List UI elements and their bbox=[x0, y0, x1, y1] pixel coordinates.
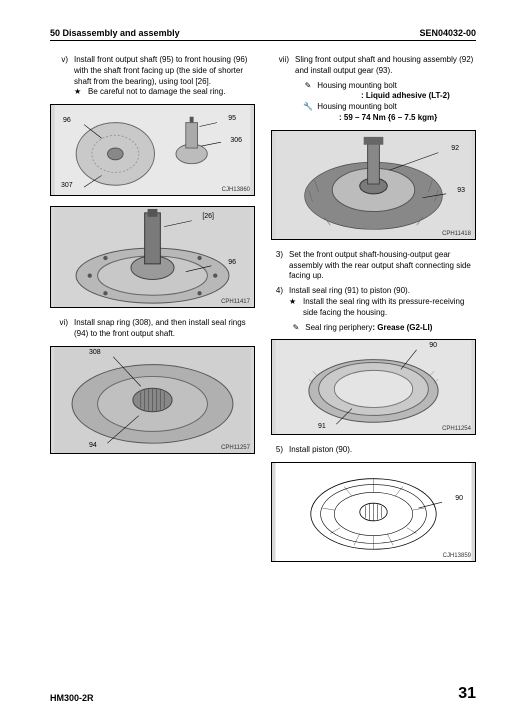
step-4: 4) Install seal ring (91) to piston (90)… bbox=[271, 286, 476, 318]
callout-306: 306 bbox=[230, 137, 242, 144]
spec-grease: ✎ Seal ring periphery: Grease (G2-LI) bbox=[289, 323, 476, 334]
callout-26: [26] bbox=[202, 213, 214, 220]
callout-91: 91 bbox=[318, 423, 326, 430]
step-text: Install snap ring (308), and then instal… bbox=[74, 318, 255, 340]
content-columns: v) Install front output shaft (95) to fr… bbox=[50, 55, 476, 572]
callout-96: 96 bbox=[63, 117, 71, 124]
spec-label: Housing mounting bolt bbox=[317, 102, 397, 111]
figure-code: CJH13860 bbox=[222, 187, 250, 193]
callout-96: 96 bbox=[228, 259, 236, 266]
step-vi: vi) Install snap ring (308), and then in… bbox=[50, 318, 255, 340]
callout-92: 92 bbox=[451, 145, 459, 152]
figure-2: [26] 96 CPH11417 bbox=[50, 206, 255, 308]
step-vii: vii) Sling front output shaft and housin… bbox=[271, 55, 476, 77]
step-bullet: ★ Be careful not to damage the seal ring… bbox=[74, 87, 255, 98]
figure-1: 96 95 306 307 CJH13860 bbox=[50, 104, 255, 196]
doc-number: SEN04032-00 bbox=[419, 28, 476, 38]
figure-6: 90 CJH13859 bbox=[271, 462, 476, 562]
figure-2-svg bbox=[51, 207, 254, 307]
step-number: vi) bbox=[50, 318, 68, 340]
figure-code: CPH11418 bbox=[442, 231, 471, 237]
spec-value: : Liquid adhesive (LT-2) bbox=[361, 91, 450, 100]
figure-code: CPH11257 bbox=[221, 445, 250, 451]
figure-4-svg bbox=[272, 131, 475, 239]
step-text: Install front output shaft (95) to front… bbox=[74, 55, 247, 86]
spec-torque: 🔧 Housing mounting bolt : 59 – 74 Nm {6 … bbox=[301, 102, 476, 124]
figure-1-svg bbox=[51, 105, 254, 195]
step-body: Install seal ring (91) to piston (90). ★… bbox=[289, 286, 476, 318]
page-header: 50 Disassembly and assembly SEN04032-00 bbox=[50, 28, 476, 41]
figure-6-svg bbox=[272, 463, 475, 561]
step-text: Install piston (90). bbox=[289, 445, 476, 456]
step-5: 5) Install piston (90). bbox=[271, 445, 476, 456]
step-number: v) bbox=[50, 55, 68, 98]
right-column: vii) Sling front output shaft and housin… bbox=[271, 55, 476, 572]
section-title: 50 Disassembly and assembly bbox=[50, 28, 180, 38]
step-number: 5) bbox=[271, 445, 283, 456]
star-icon: ★ bbox=[74, 87, 84, 98]
step-3: 3) Set the front output shaft-housing-ou… bbox=[271, 250, 476, 282]
star-icon: ★ bbox=[289, 297, 299, 319]
figure-code: CPH11254 bbox=[442, 426, 471, 432]
adhesive-icon: ✎ bbox=[301, 81, 315, 92]
step-number: 3) bbox=[271, 250, 283, 282]
figure-5-svg bbox=[272, 340, 475, 434]
step-v: v) Install front output shaft (95) to fr… bbox=[50, 55, 255, 98]
spec-value: : Grease (G2-LI) bbox=[372, 323, 432, 332]
spec-label: Housing mounting bolt bbox=[317, 81, 397, 90]
callout-90: 90 bbox=[429, 342, 437, 349]
callout-95: 95 bbox=[228, 115, 236, 122]
bullet-text: Install the seal ring with its pressure-… bbox=[303, 297, 476, 319]
page-number: 31 bbox=[458, 685, 476, 703]
step-text: Sling front output shaft and housing ass… bbox=[295, 55, 476, 77]
step-text: Set the front output shaft-housing-outpu… bbox=[289, 250, 476, 282]
figure-3-svg bbox=[51, 347, 254, 453]
model-number: HM300-2R bbox=[50, 693, 94, 703]
callout-94: 94 bbox=[89, 442, 97, 449]
spec-adhesive: ✎ Housing mounting bolt : Liquid adhesiv… bbox=[301, 81, 476, 103]
torque-icon: 🔧 bbox=[301, 102, 315, 113]
callout-307: 307 bbox=[61, 182, 73, 189]
callout-90: 90 bbox=[455, 495, 463, 502]
spec-label: Seal ring periphery bbox=[305, 323, 372, 332]
spec-value: : 59 – 74 Nm {6 – 7.5 kgm} bbox=[339, 113, 437, 122]
bullet-text: Be careful not to damage the seal ring. bbox=[88, 87, 225, 98]
figure-3: 308 94 CPH11257 bbox=[50, 346, 255, 454]
left-column: v) Install front output shaft (95) to fr… bbox=[50, 55, 255, 572]
page-footer: HM300-2R 31 bbox=[50, 685, 476, 703]
figure-code: CJH13859 bbox=[443, 553, 471, 559]
figure-5: 90 91 CPH11254 bbox=[271, 339, 476, 435]
step-bullet: ★ Install the seal ring with its pressur… bbox=[289, 297, 476, 319]
step-number: vii) bbox=[271, 55, 289, 77]
grease-icon: ✎ bbox=[289, 323, 303, 334]
figure-4: 92 93 CPH11418 bbox=[271, 130, 476, 240]
step-body: Install front output shaft (95) to front… bbox=[74, 55, 255, 98]
step-text: Install seal ring (91) to piston (90). bbox=[289, 286, 410, 295]
figure-code: CPH11417 bbox=[221, 299, 250, 305]
step-number: 4) bbox=[271, 286, 283, 318]
callout-308: 308 bbox=[89, 349, 101, 356]
callout-93: 93 bbox=[457, 187, 465, 194]
